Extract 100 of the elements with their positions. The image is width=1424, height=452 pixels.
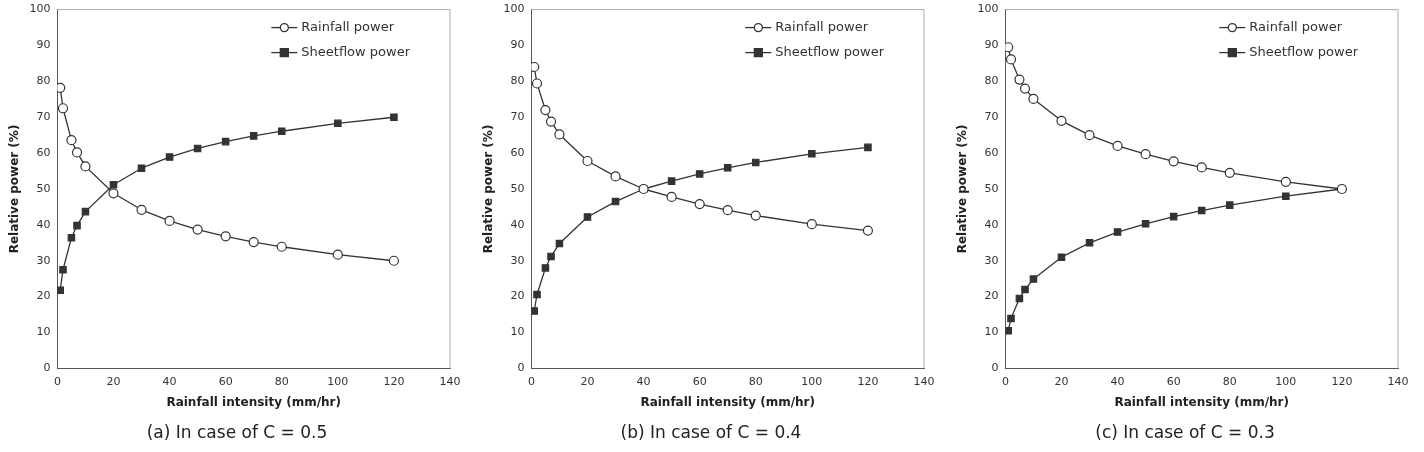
point (192, 224, 203, 235)
point (165, 153, 174, 161)
y-tick-label: 60 (36, 145, 51, 159)
point (1140, 149, 1151, 160)
x-tick-label: 140 (913, 374, 935, 388)
point (583, 213, 592, 221)
point (541, 264, 550, 272)
point (220, 231, 231, 242)
x-axis-title: Rainfall intensity (mm/hr) (1114, 394, 1289, 409)
point (108, 188, 119, 199)
point (533, 290, 541, 299)
y-axis-title: Relative power (%) (7, 124, 22, 254)
point (722, 205, 733, 216)
y-tick-label: 70 (36, 110, 51, 124)
y-tick-label: 100 (977, 2, 999, 16)
x-tick-label: 80 (748, 374, 763, 388)
point (137, 164, 146, 172)
point (136, 204, 147, 215)
x-tick-label: 60 (218, 374, 233, 388)
point (66, 135, 77, 146)
point (806, 219, 817, 230)
x-tick-label: 60 (692, 374, 707, 388)
y-tick-label: 100 (503, 2, 525, 16)
x-tick-label: 140 (439, 374, 461, 388)
x-tick-label: 80 (1222, 374, 1237, 388)
point (1057, 253, 1066, 261)
y-axis-title: Relative power (%) (481, 124, 496, 254)
x-tick-label: 100 (801, 374, 823, 388)
x-axis-title: Rainfall intensity (mm/hr) (166, 394, 341, 409)
y-tick-label: 0 (43, 361, 51, 375)
point (334, 119, 342, 128)
y-tick-label: 0 (517, 361, 525, 375)
point (1021, 285, 1029, 294)
point (531, 61, 540, 73)
x-tick-label: 40 (162, 374, 177, 388)
y-tick-label: 70 (510, 110, 525, 124)
y-tick-label: 30 (984, 253, 999, 267)
y-tick-label: 10 (36, 325, 51, 339)
x-tick-label: 0 (527, 374, 535, 388)
legend-label: Rainfall power (775, 18, 869, 34)
point (582, 155, 593, 167)
x-tick-label: 20 (1054, 374, 1069, 388)
point (332, 249, 343, 260)
point (1084, 130, 1095, 141)
x-tick-label: 100 (1275, 374, 1297, 388)
y-tick-label: 90 (510, 38, 525, 52)
point (666, 191, 677, 202)
y-tick-label: 40 (510, 217, 525, 231)
x-tick-label: 0 (1001, 374, 1009, 388)
point (1224, 167, 1235, 178)
point (751, 158, 760, 167)
point (71, 147, 83, 158)
x-tick-label: 60 (1166, 374, 1181, 388)
point (109, 180, 118, 189)
point (750, 210, 761, 221)
point (610, 171, 621, 182)
y-tick-label: 60 (984, 145, 999, 159)
point (1028, 93, 1039, 105)
point (1168, 156, 1179, 167)
point (1005, 326, 1012, 335)
text: (a) In case of C = 0.5 (145, 422, 329, 442)
y-tick-label: 20 (36, 289, 51, 303)
y-tick-label: 40 (984, 217, 999, 231)
point (864, 143, 872, 152)
y-tick-label: 100 (29, 2, 51, 16)
y-tick-label: 70 (984, 110, 999, 124)
point (57, 103, 69, 114)
point (57, 286, 64, 294)
point (1112, 140, 1123, 152)
point (277, 127, 286, 136)
y-tick-label: 50 (510, 181, 525, 195)
point (248, 237, 259, 248)
y-tick-label: 50 (984, 181, 999, 195)
y-tick-label: 90 (984, 38, 999, 52)
y-tick-label: 80 (36, 74, 51, 88)
legend-label: Sheetflow power (301, 43, 411, 59)
y-axis-title: Relative power (%) (955, 124, 970, 254)
x-tick-label: 40 (1110, 374, 1125, 388)
y-tick-label: 0 (991, 361, 999, 375)
y-tick-label: 10 (510, 325, 525, 339)
point (57, 82, 66, 93)
point (531, 78, 543, 89)
x-tick-label: 0 (53, 374, 61, 388)
y-tick-label: 30 (510, 253, 525, 267)
x-tick-label: 120 (383, 374, 405, 388)
x-tick-label: 20 (106, 374, 121, 388)
point (1005, 42, 1014, 53)
point (1113, 228, 1122, 236)
x-tick-label: 100 (327, 374, 349, 388)
x-tick-label: 20 (580, 374, 595, 388)
point (862, 225, 874, 236)
y-tick-label: 20 (510, 289, 525, 303)
legend-label: Sheetflow power (775, 43, 885, 59)
y-tick-label: 40 (36, 217, 51, 231)
point (388, 255, 400, 266)
point (80, 161, 91, 172)
point (1014, 74, 1025, 85)
point (1197, 206, 1206, 215)
x-tick-label: 80 (274, 374, 289, 388)
x-tick-label: 120 (857, 374, 879, 388)
